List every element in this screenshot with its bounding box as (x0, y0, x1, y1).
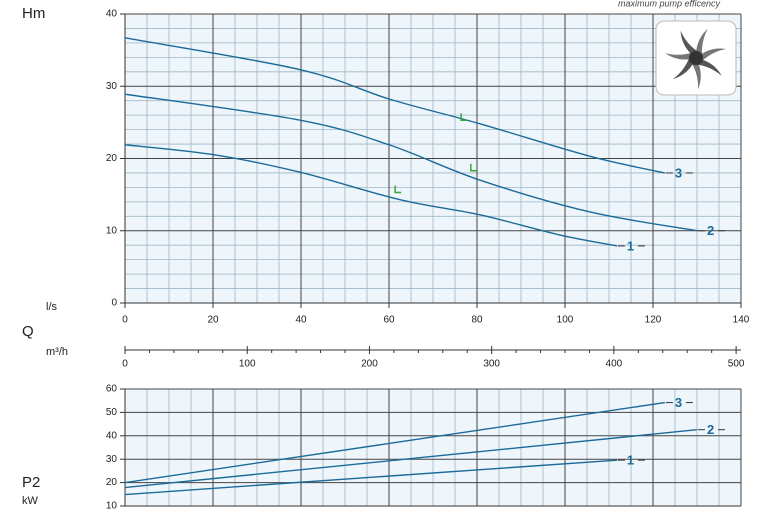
curve-label: 3 (675, 165, 682, 180)
curve (124, 429, 698, 489)
icon-hub (689, 51, 703, 65)
x2-tick-label: 100 (239, 359, 256, 370)
y-tick-label: 30 (106, 454, 118, 465)
x-tick-label: 140 (733, 315, 750, 326)
annotation: maximum pump efficency (618, 0, 721, 8)
efficiency-marker (470, 163, 477, 172)
y-tick-label: 20 (106, 477, 118, 488)
curve-label: 1 (627, 453, 634, 468)
efficiency-marker (394, 185, 402, 194)
x-symbol: Q (22, 323, 34, 340)
y-tick-label: 10 (106, 501, 118, 512)
x2-label: m³/h (46, 346, 68, 358)
y-tick-label: 60 (106, 384, 118, 395)
icon-vane (690, 58, 701, 90)
y-tick-label: 0 (111, 298, 117, 309)
x-label: l/s (46, 301, 58, 313)
x2-tick-label: 200 (361, 359, 378, 370)
y-tick-label: 30 (106, 81, 118, 92)
y-tick-label: 10 (106, 225, 118, 236)
y-tick-label: 40 (106, 9, 118, 20)
curve-label: 3 (675, 395, 682, 410)
icon-vane (665, 51, 696, 60)
curve-label: 2 (707, 422, 714, 437)
efficiency-marker (460, 113, 468, 121)
curve-label: 1 (627, 238, 634, 253)
x-tick-label: 100 (557, 315, 574, 326)
icon-vane (695, 28, 708, 59)
y-tick-label: 20 (106, 153, 118, 164)
curve (124, 93, 698, 232)
x-tick-label: 20 (207, 315, 219, 326)
curve (124, 144, 618, 247)
curve-label: 2 (707, 223, 714, 238)
curve (124, 37, 666, 174)
x2-tick-label: 300 (483, 359, 500, 370)
x-tick-label: 0 (122, 315, 128, 326)
y-label: P2 (22, 474, 40, 491)
curve (124, 459, 617, 496)
icon-vane (696, 48, 726, 63)
x-tick-label: 120 (645, 315, 662, 326)
y-label: Hm (22, 5, 45, 22)
x2-tick-label: 500 (728, 359, 745, 370)
impeller-icon (655, 20, 737, 96)
y-tick-label: 50 (106, 407, 118, 418)
x-tick-label: 40 (295, 315, 307, 326)
curve (124, 401, 665, 484)
y-tick-label: 40 (106, 430, 118, 441)
x2-tick-label: 400 (606, 359, 623, 370)
x2-tick-label: 0 (122, 359, 128, 370)
x-tick-label: 80 (471, 315, 483, 326)
y-unit: kW (22, 495, 39, 507)
x-tick-label: 60 (383, 315, 395, 326)
